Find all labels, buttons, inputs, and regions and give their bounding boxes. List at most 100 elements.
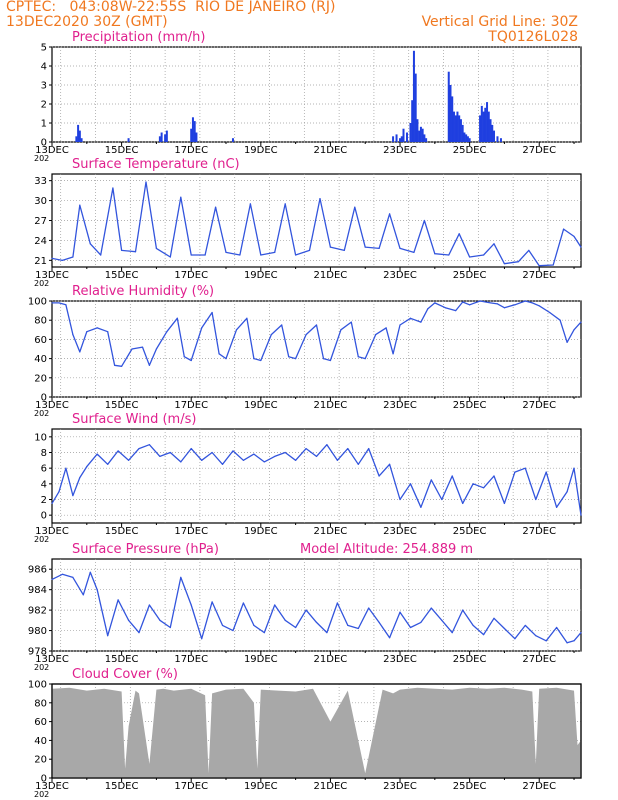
data-point — [378, 247, 380, 249]
y-tick-label: 24 — [34, 236, 47, 247]
y-tick-label: 40 — [34, 354, 47, 365]
data-point — [368, 447, 370, 450]
data-point — [117, 599, 119, 601]
precip-bar — [78, 130, 81, 142]
data-point — [190, 254, 192, 256]
panel-4: Surface Wind (m/s) 0 2 4 6 8 10 13DEC 15DEC 17DEC… — [34, 412, 582, 544]
precip-bar — [190, 128, 193, 142]
data-point — [315, 621, 318, 623]
x-tick-label: 19DEC — [244, 400, 278, 411]
data-point — [232, 629, 234, 632]
data-point — [573, 329, 575, 331]
data-point — [434, 253, 436, 255]
data-point — [566, 642, 568, 644]
x-tick-label: 21DEC — [314, 781, 348, 792]
data-point — [221, 463, 224, 465]
header-date: 13DEC2020 30Z (GMT) — [6, 14, 168, 30]
data-point — [556, 506, 558, 508]
x-tick-label: 25DEC — [453, 781, 487, 792]
x-tick-label: 25DEC — [453, 145, 487, 156]
y-tick-label: 4 — [41, 62, 47, 73]
data-point — [148, 604, 151, 606]
data-point — [169, 451, 171, 454]
data-point — [562, 228, 565, 230]
data-point — [263, 461, 265, 463]
data-point — [288, 356, 290, 358]
data-point — [89, 571, 91, 573]
data-point — [274, 251, 276, 253]
data-point — [190, 359, 192, 362]
data-point — [72, 256, 74, 258]
data-point — [284, 203, 286, 205]
data-point — [159, 455, 161, 458]
data-point — [580, 246, 582, 248]
panel-title: Relative Humidity (%) — [72, 284, 214, 299]
precip-bar — [409, 123, 412, 142]
x-tick-label: 15DEC — [105, 654, 139, 665]
data-point — [211, 311, 213, 314]
data-point — [580, 321, 582, 323]
x-year-label: 202 — [34, 154, 49, 163]
x-tick-label: 23DEC — [383, 270, 417, 281]
x-tick-label: 17DEC — [174, 526, 208, 537]
cloud-area — [52, 687, 581, 778]
x-tick-label: 19DEC — [244, 145, 278, 156]
y-tick-label: 2 — [41, 100, 47, 111]
data-point — [357, 627, 359, 630]
header-grid-line: Vertical Grid Line: 30Z — [421, 14, 578, 30]
data-point — [469, 256, 471, 258]
data-point — [434, 302, 436, 304]
data-point — [462, 502, 464, 505]
data-point — [107, 635, 109, 637]
precip-bar — [418, 130, 421, 142]
precip-bar — [492, 130, 495, 142]
data-point — [420, 621, 422, 623]
precip-bar — [402, 128, 405, 142]
precip-bar — [395, 134, 398, 142]
data-point — [368, 607, 370, 609]
data-point — [308, 249, 311, 251]
y-tick-label: 0 — [41, 393, 47, 404]
data-point — [552, 264, 554, 266]
data-point — [329, 246, 332, 248]
x-tick-label: 27DEC — [522, 270, 556, 281]
data-point — [127, 459, 130, 461]
data-point — [225, 251, 227, 253]
data-point — [79, 204, 81, 206]
data-point — [524, 300, 526, 302]
data-point — [127, 619, 130, 621]
data-point — [451, 632, 453, 634]
x-tick-label: 15DEC — [105, 145, 139, 156]
data-point — [350, 321, 352, 323]
data-point — [315, 455, 318, 458]
precip-bar — [459, 119, 462, 142]
header-line1: CPTEC: 043:08W-22:55S RIO DE JANEIRO (RJ… — [6, 0, 336, 15]
data-point — [343, 249, 345, 251]
series-line — [51, 571, 582, 644]
data-point — [96, 589, 98, 591]
panel-title: Cloud Cover (%) — [72, 667, 178, 682]
data-point — [183, 356, 185, 358]
data-point — [180, 576, 182, 579]
data-point — [260, 254, 262, 256]
precip-bar — [165, 130, 168, 142]
header-run-id: TQ0126L028 — [488, 29, 578, 45]
precip-bar — [491, 124, 494, 142]
precip-bar — [75, 136, 78, 142]
data-point — [79, 351, 81, 353]
data-point — [169, 626, 171, 629]
precip-bar — [466, 136, 469, 142]
precip-bar — [231, 138, 234, 142]
data-point — [86, 466, 88, 468]
x-tick-label: 21DEC — [314, 654, 348, 665]
data-point — [545, 640, 547, 642]
x-tick-label: 23DEC — [383, 654, 417, 665]
y-tick-label: 33 — [34, 176, 47, 187]
precip-bar — [499, 138, 502, 142]
precip-bar — [399, 138, 402, 142]
data-point — [538, 305, 540, 307]
data-point — [556, 626, 558, 629]
precip-bar — [496, 136, 499, 142]
data-point — [573, 235, 575, 238]
data-point — [121, 249, 123, 251]
